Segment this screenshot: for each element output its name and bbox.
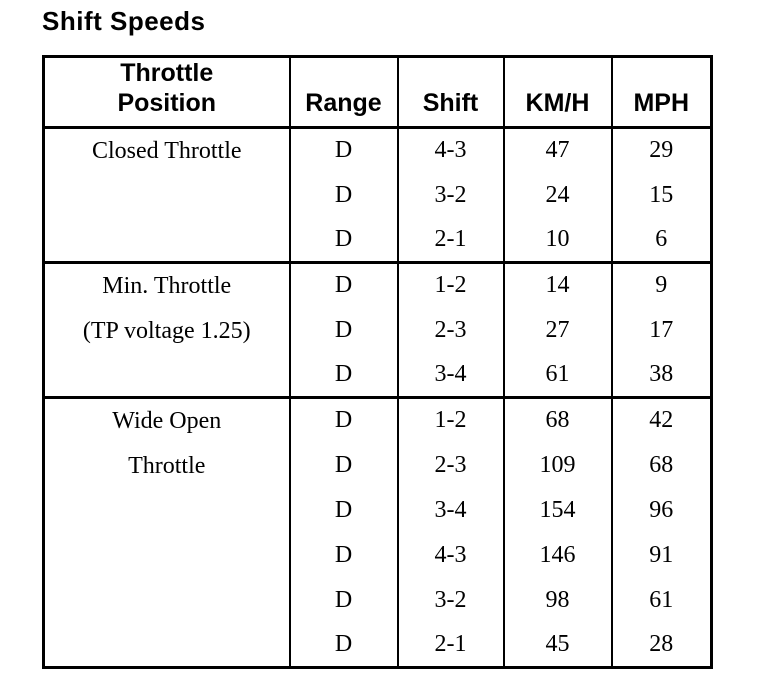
mph-cell: 61 — [610, 577, 712, 623]
table-row: D 2-1 10 6 — [44, 217, 712, 263]
shift-cell: 2-3 — [396, 307, 504, 353]
kmh-cell: 14 — [502, 262, 612, 308]
section-closed-throttle: Closed Throttle D 4-3 47 29 D 3-2 24 15 … — [42, 127, 712, 263]
shift-cell: 1-2 — [396, 262, 504, 308]
shift-cell: 3-2 — [396, 577, 504, 623]
column-header-kmh: KM/H — [502, 56, 612, 128]
table-row: Closed Throttle D 4-3 47 29 — [42, 127, 712, 263]
column-header-mph: MPH — [610, 56, 712, 128]
mph-cell: 6 — [610, 217, 712, 263]
throttle-position-label-line1: Wide Open — [112, 408, 222, 434]
mph-cell: 42 — [610, 397, 712, 443]
table-row: D 3-4 61 38 — [44, 352, 712, 398]
range-cell: D — [288, 487, 398, 533]
range-cell: D — [288, 532, 398, 578]
kmh-cell: 47 — [502, 127, 612, 173]
range-cell: D — [288, 622, 398, 668]
table-header: Throttle Position Range Shift KM/H MPH — [42, 56, 712, 128]
section-wide-open-throttle: Wide Open Throttle D 1-2 68 42 D 2-3 109… — [42, 397, 712, 668]
throttle-position-label-line2 — [45, 174, 289, 219]
table-row: D 4-3 146 91 — [44, 532, 712, 578]
throttle-position-label-line2: (TP voltage 1.25) — [82, 318, 251, 344]
throttle-position-cell: Closed Throttle — [42, 127, 290, 263]
range-cell: D — [288, 217, 398, 263]
table-row: D 3-2 24 15 — [44, 172, 712, 218]
table-row: Min. Throttle (TP voltage 1.25) D 1-2 14… — [42, 262, 712, 398]
shift-speeds-table: Throttle Position Range Shift KM/H MPH C… — [42, 55, 713, 669]
range-cell: D — [288, 262, 398, 308]
section-min-throttle: Min. Throttle (TP voltage 1.25) D 1-2 14… — [42, 262, 712, 398]
mph-cell: 9 — [610, 262, 712, 308]
mph-cell: 38 — [610, 352, 712, 398]
kmh-cell: 98 — [502, 577, 612, 623]
shift-cell: 4-3 — [396, 532, 504, 578]
range-cell: D — [288, 127, 398, 173]
kmh-cell: 61 — [502, 352, 612, 398]
kmh-cell: 27 — [502, 307, 612, 353]
range-cell: D — [288, 352, 398, 398]
shift-cell: 2-1 — [396, 217, 504, 263]
mph-cell: 96 — [610, 487, 712, 533]
table-row: D 3-4 154 96 — [44, 487, 712, 533]
table-row: Wide Open Throttle D 1-2 68 42 — [42, 397, 712, 668]
mph-cell: 68 — [610, 442, 712, 488]
throttle-position-label-line1: Closed Throttle — [91, 138, 242, 164]
table-row: D 3-2 98 61 — [44, 577, 712, 623]
range-cell: D — [288, 172, 398, 218]
mph-cell: 28 — [610, 622, 712, 668]
mph-cell: 15 — [610, 172, 712, 218]
header-row: Throttle Position Range Shift KM/H MPH — [42, 56, 712, 128]
mph-cell: 91 — [610, 532, 712, 578]
throttle-position-cell: Min. Throttle (TP voltage 1.25) — [42, 262, 290, 398]
kmh-cell: 146 — [502, 532, 612, 578]
kmh-cell: 109 — [502, 442, 612, 488]
column-header-throttle-position-line1: Throttle — [120, 59, 214, 87]
column-header-throttle-position: Throttle Position — [42, 56, 290, 128]
range-cell: D — [288, 397, 398, 443]
shift-cell: 2-1 — [396, 622, 504, 668]
mph-cell: 29 — [610, 127, 712, 173]
shift-cell: 1-2 — [396, 397, 504, 443]
column-header-shift: Shift — [396, 56, 504, 128]
throttle-position-label-line1: Min. Throttle — [102, 273, 232, 299]
shift-cell: 4-3 — [396, 127, 504, 173]
column-header-throttle-position-line2: Position — [117, 89, 217, 117]
throttle-position-cell: Wide Open Throttle — [42, 397, 290, 668]
range-cell: D — [288, 442, 398, 488]
kmh-cell: 68 — [502, 397, 612, 443]
range-cell: D — [288, 307, 398, 353]
column-header-range: Range — [288, 56, 398, 128]
throttle-position-label-line2: Throttle — [128, 453, 206, 479]
table-row: D 2-3 109 68 — [44, 442, 712, 488]
shift-cell: 3-4 — [396, 352, 504, 398]
kmh-cell: 154 — [502, 487, 612, 533]
range-cell: D — [288, 577, 398, 623]
kmh-cell: 10 — [502, 217, 612, 263]
kmh-cell: 24 — [502, 172, 612, 218]
table-row: D 2-1 45 28 — [44, 622, 712, 668]
shift-cell: 3-4 — [396, 487, 504, 533]
shift-cell: 2-3 — [396, 442, 504, 488]
table-row: D 2-3 27 17 — [44, 307, 712, 353]
shift-cell: 3-2 — [396, 172, 504, 218]
mph-cell: 17 — [610, 307, 712, 353]
kmh-cell: 45 — [502, 622, 612, 668]
page-title: Shift Speeds — [42, 6, 206, 36]
